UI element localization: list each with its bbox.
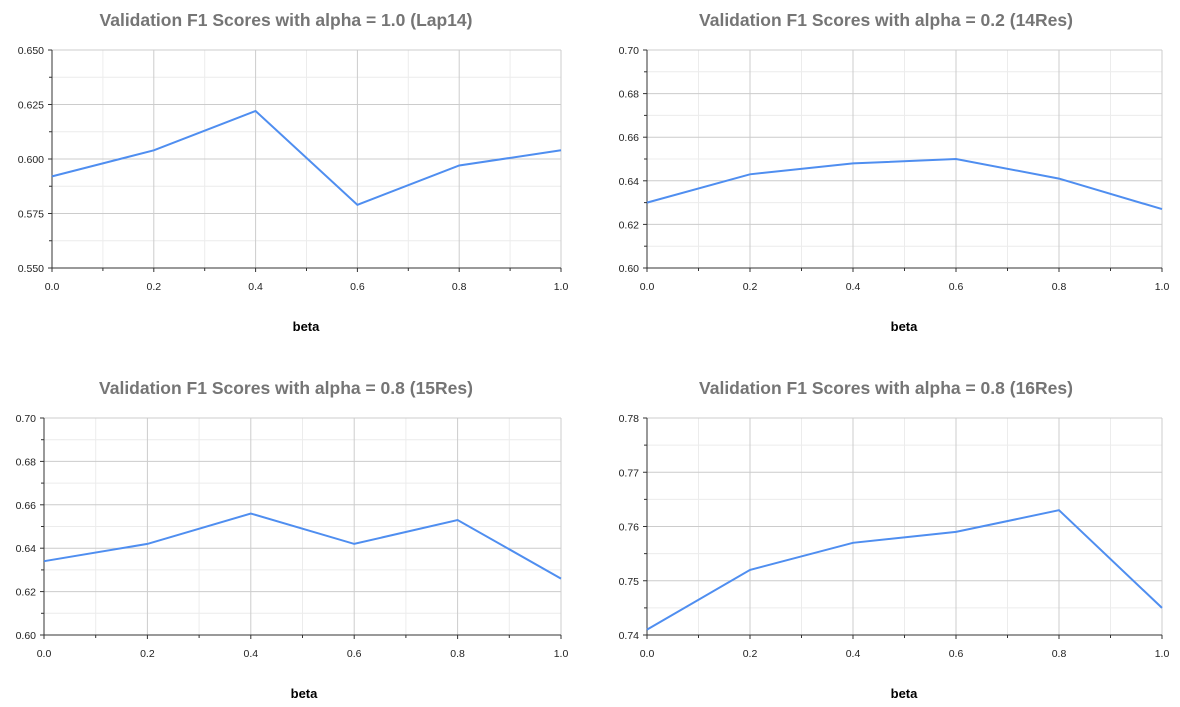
- chart-2-series-line: [646, 157, 1163, 211]
- chart-4-series-line: [646, 509, 1163, 631]
- chart-4-y-tick-label: 0.76: [619, 522, 640, 534]
- chart-1-x-tick-label: 0.4: [248, 281, 263, 293]
- chart-2-data-point: [955, 158, 957, 160]
- chart-3-x-tick-label: 0.2: [140, 648, 155, 660]
- chart-4-y-tick-label: 0.75: [619, 576, 640, 588]
- chart-3-x-axis-label: beta: [291, 686, 319, 701]
- chart-4-data-point: [955, 531, 957, 533]
- chart-4-data-point: [749, 569, 751, 571]
- chart-2-y-tick-label: 0.68: [619, 89, 640, 101]
- chart-3-data-point: [353, 543, 355, 545]
- chart-1-data-point: [458, 165, 460, 167]
- chart-3-y-tick-label: 0.70: [16, 413, 37, 425]
- chart-4-x-tick-label: 1.0: [1155, 648, 1170, 660]
- chart-3-data-point: [146, 543, 148, 545]
- chart-4-y-tick-label: 0.77: [619, 467, 640, 479]
- chart-2-data-point: [646, 202, 648, 204]
- chart-2-x-tick-label: 0.6: [949, 281, 964, 293]
- chart-2-y-tick-label: 0.60: [619, 263, 640, 275]
- chart-1-data-point: [51, 175, 53, 177]
- chart-1-y-tick-label: 0.575: [18, 209, 44, 221]
- chart-1-title: Validation F1 Scores with alpha = 1.0 (L…: [100, 10, 473, 30]
- chart-4-data-point: [646, 629, 648, 631]
- chart-2-plot: 0.0 0.2 0.4 0.6 0.8 1.0 0.60 0.62 0.64 0.66 0.68 0.…: [619, 45, 1170, 293]
- chart-3-y-tick-label: 0.62: [16, 587, 37, 599]
- chart-3-y-tick-label: 0.68: [16, 456, 37, 468]
- chart-1-y-tick-label: 0.600: [18, 154, 44, 166]
- chart-4-title: Validation F1 Scores with alpha = 0.8 (1…: [699, 378, 1073, 398]
- chart-4-y-tick-label: 0.74: [619, 630, 640, 642]
- chart-1-x-tick-label: 0.2: [146, 281, 161, 293]
- chart-1-y-tick-label: 0.650: [18, 45, 44, 57]
- chart-1-data-point: [153, 149, 155, 151]
- chart-2-y-tick-label: 0.62: [619, 219, 640, 231]
- chart-2-x-tick-label: 0.8: [1052, 281, 1067, 293]
- chart-1-y-tick-label: 0.550: [18, 263, 44, 275]
- plots-layer: 0.0 0.2 0.4 0.6 0.8 1.0 0.550 0.575 0.600 0.625 0.…: [16, 45, 1170, 660]
- chart-4-data-point: [852, 542, 854, 544]
- chart-2-data-point: [852, 162, 854, 164]
- chart-3-data-point: [560, 578, 562, 580]
- chart-2-data-point: [1161, 208, 1163, 210]
- chart-2-x-tick-label: 0.2: [743, 281, 758, 293]
- chart-3-y-tick-label: 0.66: [16, 500, 37, 512]
- chart-3-y-tick-label: 0.64: [16, 543, 37, 555]
- chart-2-y-tick-label: 0.66: [619, 132, 640, 144]
- chart-1-series-line: [51, 109, 562, 206]
- chart-4-data-point: [1058, 509, 1060, 511]
- chart-4-data-point: [1161, 607, 1163, 609]
- chart-4-x-tick-label: 0.4: [846, 648, 861, 660]
- chart-3-plot: 0.0 0.2 0.4 0.6 0.8 1.0 0.60 0.62 0.64 0.66 0.68 0.…: [16, 413, 569, 660]
- chart-1-x-tick-label: 0.0: [45, 281, 60, 293]
- chart-1-x-tick-label: 0.6: [350, 281, 365, 293]
- chart-3-data-point: [457, 519, 459, 521]
- chart-2-y-tick-label: 0.70: [619, 45, 640, 57]
- chart-2-x-tick-label: 0.4: [846, 281, 861, 293]
- chart-3-data-point: [250, 512, 252, 514]
- chart-4-x-tick-label: 0.6: [949, 648, 964, 660]
- chart-3-x-tick-label: 0.6: [347, 648, 362, 660]
- chart-1-x-tick-label: 0.8: [452, 281, 467, 293]
- chart-4-x-tick-label: 0.2: [743, 648, 758, 660]
- chart-3-data-point: [43, 560, 45, 562]
- chart-3-y-tick-label: 0.60: [16, 630, 37, 642]
- chart-1-plot: 0.0 0.2 0.4 0.6 0.8 1.0 0.550 0.575 0.600 0.625 0.…: [18, 45, 569, 293]
- chart-4-y-tick-label: 0.78: [619, 413, 640, 425]
- chart-3-x-tick-label: 0.8: [450, 648, 465, 660]
- chart-2-data-point: [1058, 178, 1060, 180]
- chart-2-x-tick-label: 1.0: [1155, 281, 1170, 293]
- chart-4-plot: 0.0 0.2 0.4 0.6 0.8 1.0 0.74 0.75 0.76 0.77 0.78: [619, 413, 1170, 660]
- chart-2-data-point: [749, 173, 751, 175]
- chart-1-y-tick-label: 0.625: [18, 100, 44, 112]
- chart-3-x-tick-label: 1.0: [554, 648, 569, 660]
- chart-1-x-axis-label: beta: [293, 319, 321, 334]
- chart-3-x-tick-label: 0.0: [37, 648, 52, 660]
- chart-2-y-tick-label: 0.64: [619, 176, 640, 188]
- chart-3-x-tick-label: 0.4: [243, 648, 258, 660]
- chart-4-x-tick-label: 0.8: [1052, 648, 1067, 660]
- chart-1-data-point: [356, 204, 358, 206]
- chart-2-x-tick-label: 0.0: [640, 281, 655, 293]
- chart-4-x-tick-label: 0.0: [640, 648, 655, 660]
- chart-4-x-axis-label: beta: [891, 686, 919, 701]
- chart-2-title: Validation F1 Scores with alpha = 0.2 (1…: [699, 10, 1073, 30]
- chart-3-title: Validation F1 Scores with alpha = 0.8 (1…: [99, 378, 473, 398]
- chart-2-x-axis-label: beta: [891, 319, 919, 334]
- chart-1-data-point: [255, 110, 257, 112]
- chart-1-data-point: [560, 149, 562, 151]
- chart-1-x-tick-label: 1.0: [554, 281, 569, 293]
- chart-3-series-line: [43, 512, 562, 580]
